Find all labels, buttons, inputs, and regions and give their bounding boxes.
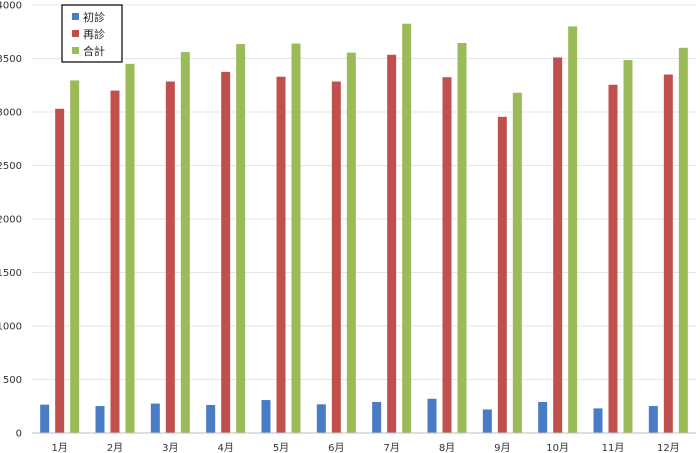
y-tick-label: 1500 — [0, 268, 22, 279]
bar-shoshin — [427, 398, 437, 433]
bar-saishin — [276, 76, 286, 433]
y-tick-label: 0 — [16, 429, 22, 440]
bar-goukei — [457, 42, 467, 434]
y-tick-label: 2500 — [0, 161, 22, 172]
y-tick-label: 4000 — [0, 1, 22, 12]
bar-saishin — [553, 57, 563, 434]
bar-saishin — [55, 108, 65, 433]
bar-saishin — [221, 71, 231, 433]
bar-saishin — [608, 84, 618, 433]
bar-goukei — [346, 52, 356, 434]
bar-shoshin — [150, 403, 160, 433]
legend-swatch-goukei — [72, 47, 79, 54]
bar-saishin — [165, 81, 175, 433]
y-tick-label: 1000 — [0, 322, 22, 333]
bar-saishin — [110, 90, 120, 433]
y-axis-ticks: 0 500 1000 1500 2000 2500 3000 3500 4000 — [0, 1, 22, 440]
y-tick-label: 3000 — [0, 108, 22, 119]
x-tick-label: 8月 — [439, 442, 455, 453]
x-tick-label: 4月 — [217, 442, 233, 453]
bar-shoshin — [206, 404, 216, 433]
bar-goukei — [568, 26, 578, 434]
bar-saishin — [387, 54, 397, 433]
bar-goukei — [125, 63, 135, 433]
x-tick-label: 3月 — [162, 442, 178, 453]
bar-shoshin — [372, 401, 382, 433]
x-tick-label: 12月 — [657, 442, 680, 453]
legend-label-goukei: 合計 — [83, 44, 105, 58]
bar-shoshin — [648, 406, 658, 433]
bar-goukei — [291, 43, 301, 434]
legend-item-shoshin: 初診 — [72, 10, 105, 24]
legend-swatch-saishin — [72, 30, 79, 37]
bar-goukei — [678, 47, 688, 434]
bar-goukei — [70, 80, 80, 433]
gridlines — [32, 4, 696, 380]
x-axis-ticks: 1月 2月 3月 4月 5月 6月 7月 8月 9月 10月 11月 12月 — [51, 442, 679, 453]
legend: 初診 再診 合計 — [61, 4, 123, 63]
legend-item-goukei: 合計 — [72, 44, 105, 58]
y-tick-label: 2000 — [0, 215, 22, 226]
y-tick-label: 3500 — [0, 54, 22, 65]
y-tick-label: 500 — [3, 375, 22, 386]
bar-shoshin — [261, 400, 271, 433]
bar-shoshin — [316, 404, 326, 433]
bar-shoshin — [40, 404, 50, 433]
legend-swatch-shoshin — [72, 13, 79, 20]
x-tick-label: 2月 — [107, 442, 123, 453]
bar-saishin — [331, 81, 341, 433]
legend-label-shoshin: 初診 — [83, 10, 105, 24]
bar-shoshin — [593, 408, 603, 433]
bar-shoshin — [538, 401, 548, 433]
bar-saishin — [663, 74, 673, 434]
bar-saishin — [442, 77, 452, 433]
x-tick-label: 1月 — [51, 442, 67, 453]
bar-goukei — [512, 92, 522, 434]
legend-label-saishin: 再診 — [83, 27, 105, 41]
x-tick-label: 9月 — [494, 442, 510, 453]
x-tick-label: 10月 — [546, 442, 569, 453]
bar-saishin — [497, 116, 507, 433]
bar-goukei — [402, 23, 412, 433]
bar-goukei — [180, 52, 190, 434]
x-tick-label: 11月 — [602, 442, 625, 453]
x-tick-label: 7月 — [383, 442, 399, 453]
bars — [40, 23, 688, 434]
x-tick-label: 6月 — [328, 442, 344, 453]
bar-goukei — [236, 44, 246, 434]
bar-shoshin — [482, 409, 492, 433]
bar-shoshin — [95, 406, 105, 433]
x-tick-label: 5月 — [273, 442, 289, 453]
legend-item-saishin: 再診 — [72, 27, 105, 41]
bar-goukei — [623, 60, 633, 433]
